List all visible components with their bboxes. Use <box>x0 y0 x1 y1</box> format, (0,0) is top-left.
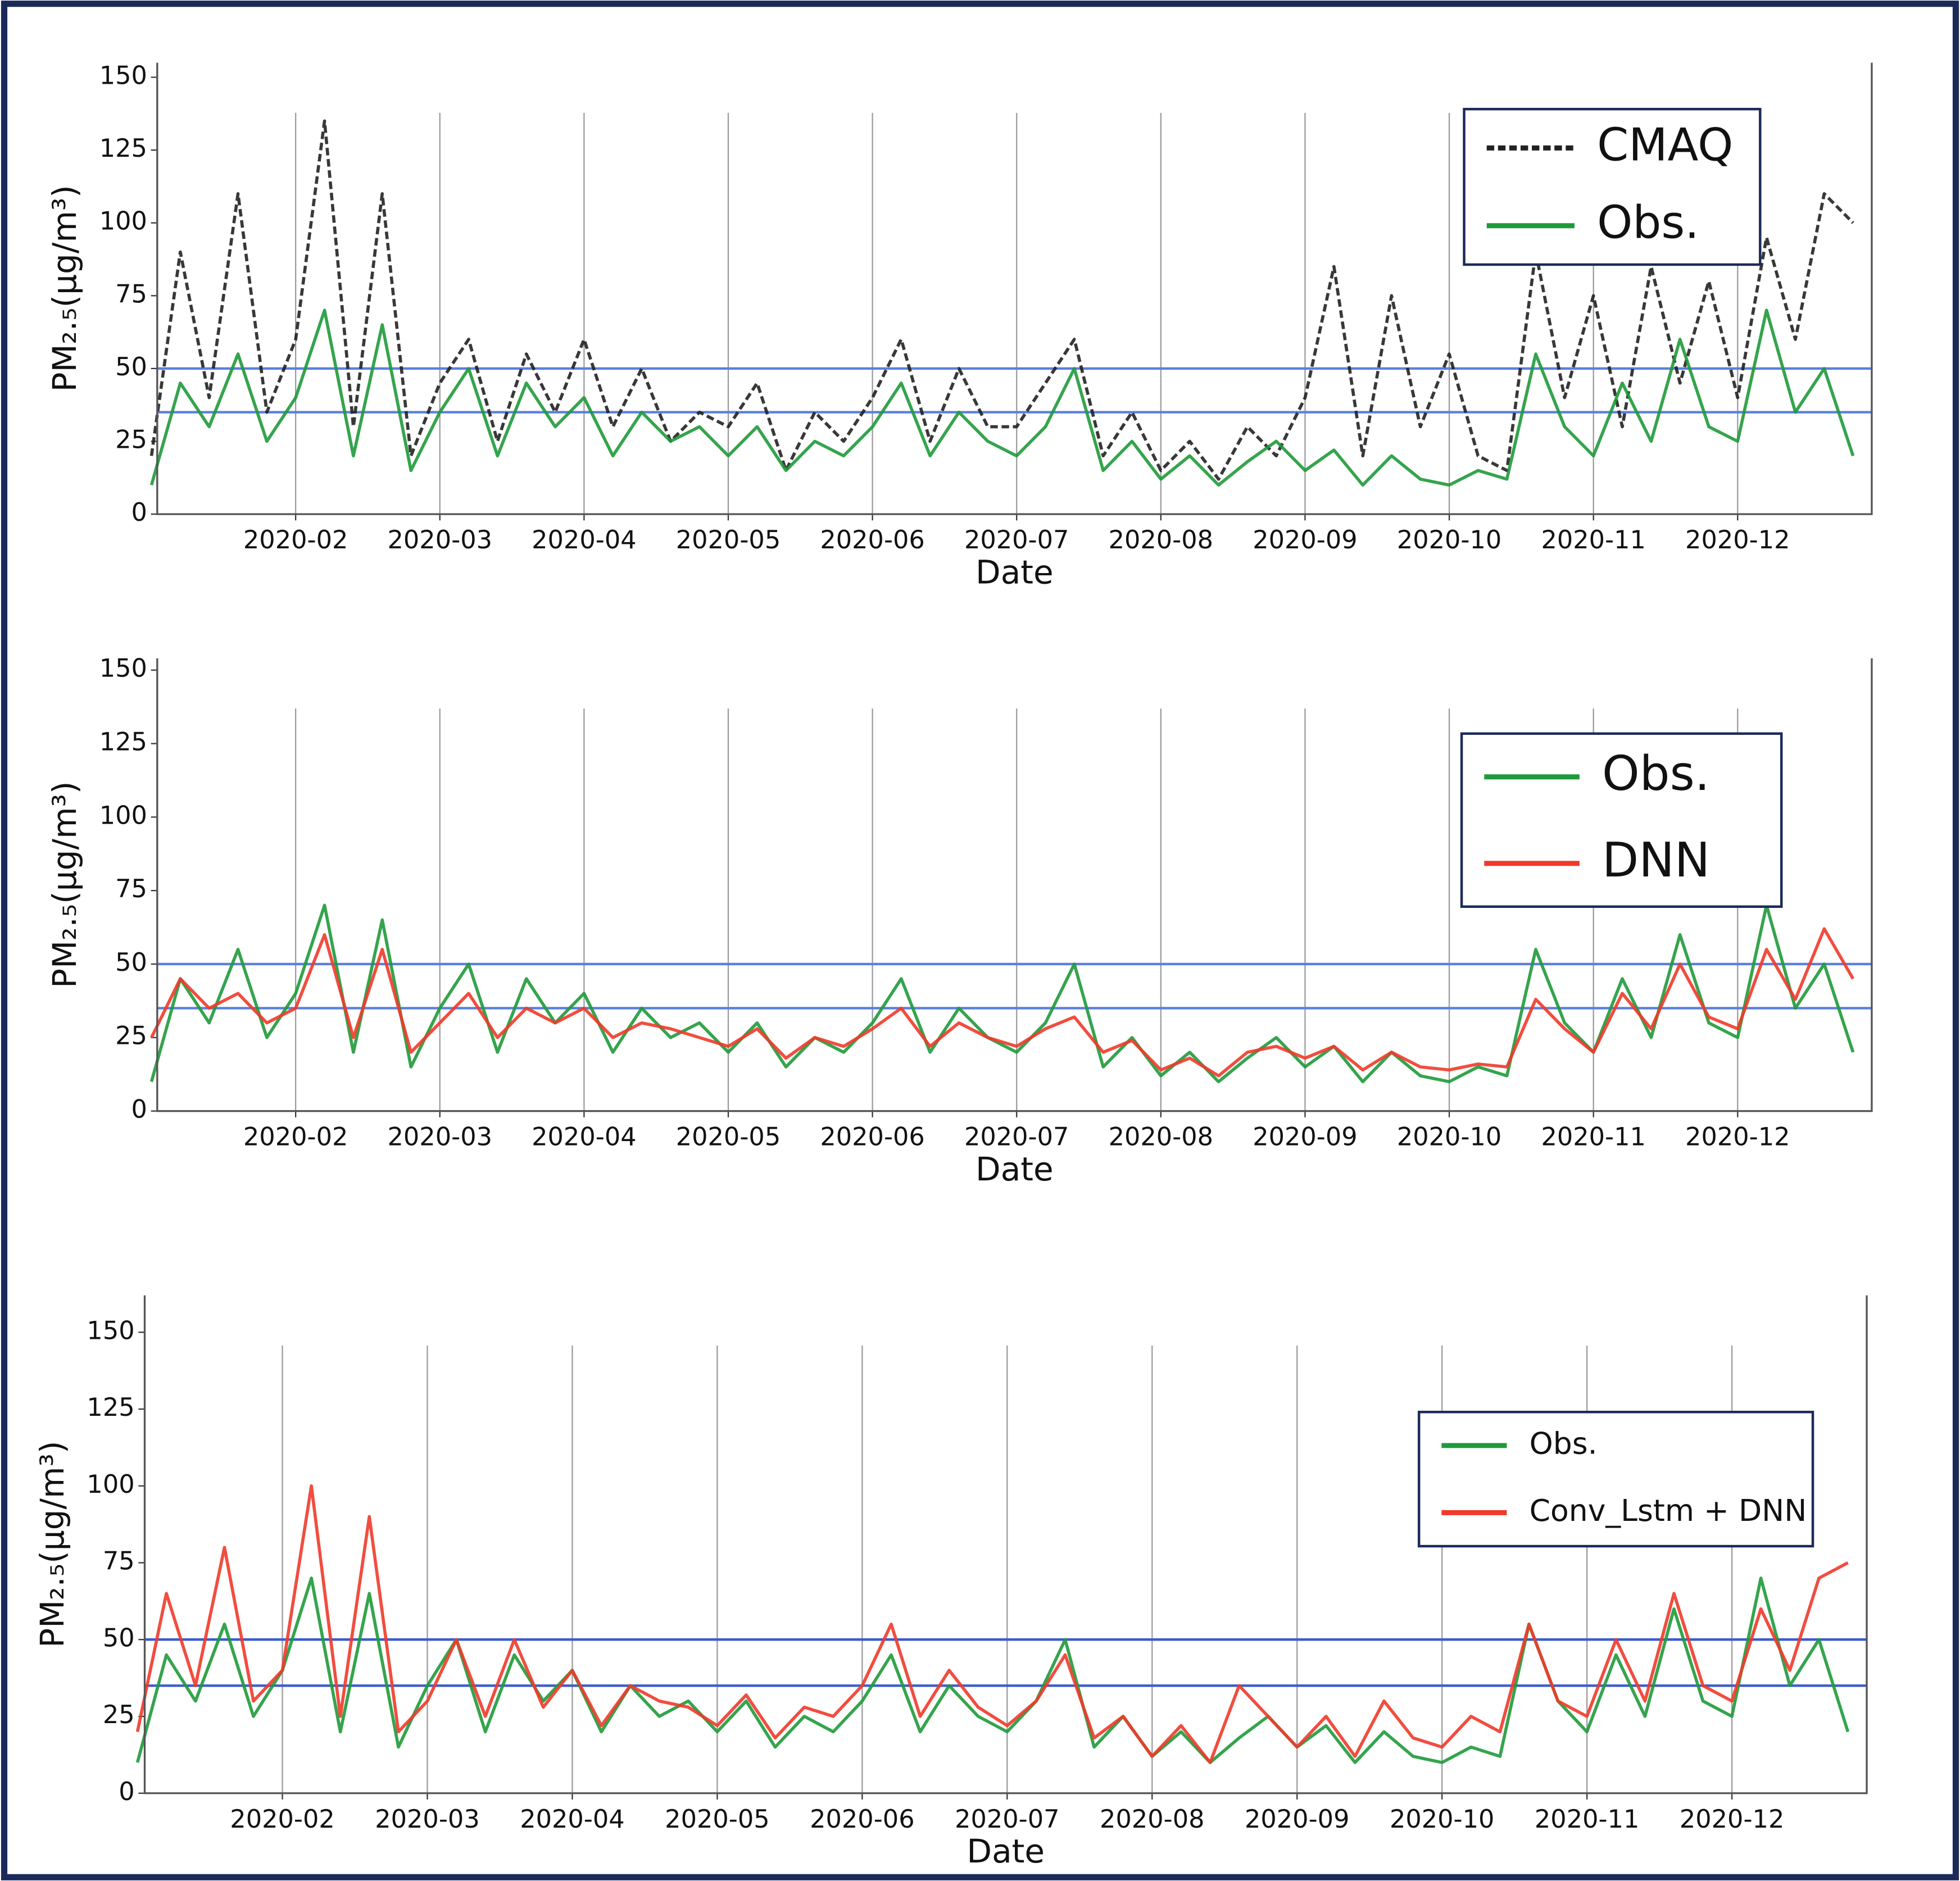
y-tick-label: 50 <box>115 948 147 977</box>
y-tick-label: 150 <box>99 61 147 90</box>
x-axis-label: Date <box>976 553 1054 591</box>
x-tick-label: 2020-05 <box>676 525 781 555</box>
x-tick-label: 2020-09 <box>1253 1123 1357 1152</box>
y-tick-label: 50 <box>115 352 147 381</box>
axes-spine <box>156 62 1873 515</box>
y-tick-label: 150 <box>99 654 147 683</box>
plot-area: 2020-02 2020-03 2020-04 2020-05 2020-06 2020-… <box>46 654 1873 1188</box>
y-axis-label: PM₂.₅(μg/m³) <box>33 1441 71 1648</box>
data-line <box>149 903 1855 1084</box>
x-tick-label: 2020-11 <box>1535 1805 1639 1834</box>
plot-area: 2020-02 2020-03 2020-04 2020-05 2020-06 2020-… <box>46 61 1873 591</box>
x-tick-label: 2020-04 <box>520 1805 624 1834</box>
x-tick-label: 2020-06 <box>820 1123 924 1152</box>
y-tick-label: 0 <box>119 1777 134 1806</box>
y-tick-label: 25 <box>103 1700 135 1729</box>
x-tick-label: 2020-05 <box>665 1805 769 1834</box>
data-line <box>149 119 1854 481</box>
y-tick-label: 75 <box>103 1547 135 1576</box>
y-tick-label: 100 <box>99 207 147 236</box>
y-axis-label: PM₂.₅(μg/m³) <box>46 782 84 988</box>
data-line <box>149 308 1855 487</box>
plot-area: 2020-02 2020-03 2020-04 2020-05 2020-06 2020-… <box>33 1295 1868 1870</box>
legend-label: DNN <box>1602 833 1710 888</box>
legend-box <box>1460 732 1783 908</box>
x-tick-label: 2020-06 <box>810 1805 914 1834</box>
x-tick-label: 2020-03 <box>388 525 492 555</box>
x-tick-label: 2020-08 <box>1100 1805 1204 1834</box>
y-tick-label: 125 <box>87 1393 134 1422</box>
x-tick-label: 2020-02 <box>243 525 348 555</box>
y-tick-label: 150 <box>87 1316 134 1345</box>
axes-spine <box>156 658 1873 1112</box>
x-tick-label: 2020-08 <box>1109 1123 1213 1152</box>
x-tick-label: 2020-09 <box>1245 1805 1349 1834</box>
x-tick-label: 2020-07 <box>955 1805 1059 1834</box>
y-tick-label: 0 <box>131 1095 147 1124</box>
legend-box <box>1417 1411 1814 1548</box>
x-axis-label: Date <box>976 1150 1054 1188</box>
x-tick-label: 2020-04 <box>532 525 636 555</box>
x-tick-label: 2020-07 <box>964 1123 1069 1152</box>
x-tick-label: 2020-11 <box>1541 1123 1645 1152</box>
data-line <box>135 1484 1849 1764</box>
y-tick-label: 125 <box>99 134 147 163</box>
legend: Obs. Conv_Lstm + DNN <box>1417 1411 1814 1548</box>
legend: Obs. DNN <box>1460 732 1783 908</box>
x-tick-label: 2020-02 <box>243 1123 348 1152</box>
legend-label: Obs. <box>1597 196 1699 249</box>
x-tick-label: 2020-08 <box>1109 525 1213 555</box>
x-tick-label: 2020-02 <box>230 1805 334 1834</box>
x-tick-label: 2020-03 <box>375 1805 479 1834</box>
y-tick-label: 50 <box>103 1623 135 1652</box>
x-tick-label: 2020-07 <box>964 525 1069 555</box>
data-line <box>150 927 1855 1078</box>
x-tick-label: 2020-03 <box>388 1123 492 1152</box>
y-axis-label: PM₂.₅(μg/m³) <box>46 185 84 392</box>
axes-spine <box>143 1295 1868 1794</box>
legend-box <box>1463 107 1762 266</box>
x-tick-label: 2020-12 <box>1680 1805 1784 1834</box>
data-line <box>135 1576 1850 1764</box>
x-tick-label: 2020-10 <box>1397 525 1501 555</box>
x-tick-label: 2020-04 <box>532 1123 636 1152</box>
legend-label: Conv_Lstm + DNN <box>1530 1493 1807 1528</box>
x-tick-label: 2020-06 <box>820 525 924 555</box>
y-tick-label: 100 <box>87 1470 134 1499</box>
x-tick-label: 2020-12 <box>1685 1123 1790 1152</box>
x-tick-label: 2020-12 <box>1685 525 1790 555</box>
y-tick-label: 0 <box>131 498 147 527</box>
x-tick-label: 2020-11 <box>1541 525 1645 555</box>
legend: CMAQ Obs. <box>1463 107 1762 266</box>
y-tick-label: 25 <box>115 425 147 455</box>
y-tick-label: 25 <box>115 1021 147 1051</box>
y-tick-label: 75 <box>115 279 147 308</box>
x-tick-label: 2020-05 <box>676 1123 781 1152</box>
y-tick-label: 125 <box>99 728 147 757</box>
legend-label: Obs. <box>1530 1426 1598 1461</box>
x-tick-label: 2020-10 <box>1390 1805 1494 1834</box>
y-tick-label: 100 <box>99 801 147 830</box>
legend-label: Obs. <box>1602 746 1710 802</box>
legend-label: CMAQ <box>1597 118 1733 171</box>
x-tick-label: 2020-10 <box>1397 1123 1501 1152</box>
x-axis-label: Date <box>967 1832 1045 1870</box>
x-tick-label: 2020-09 <box>1253 525 1357 555</box>
y-tick-label: 75 <box>115 874 147 903</box>
